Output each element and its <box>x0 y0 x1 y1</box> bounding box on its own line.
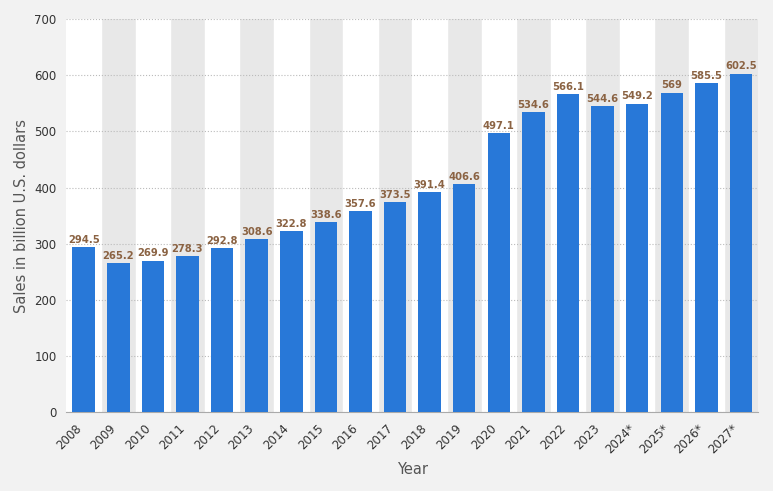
Text: 265.2: 265.2 <box>103 251 135 261</box>
Bar <box>689 19 724 412</box>
Text: 357.6: 357.6 <box>345 199 376 209</box>
Bar <box>349 211 372 412</box>
Bar <box>591 106 614 412</box>
Text: 292.8: 292.8 <box>206 236 238 246</box>
Bar <box>176 256 199 412</box>
Text: 338.6: 338.6 <box>310 210 342 220</box>
Text: 602.5: 602.5 <box>725 61 757 72</box>
Bar <box>620 19 655 412</box>
Text: 569: 569 <box>662 80 683 90</box>
Bar <box>73 247 95 412</box>
Bar <box>246 239 268 412</box>
Text: 549.2: 549.2 <box>621 91 653 102</box>
Bar <box>211 248 233 412</box>
Bar <box>280 231 302 412</box>
Bar <box>412 19 447 412</box>
Bar <box>205 19 240 412</box>
Bar <box>482 19 516 412</box>
Text: 278.3: 278.3 <box>172 244 203 254</box>
Bar <box>453 184 475 412</box>
Bar <box>66 19 101 412</box>
Bar <box>107 263 130 412</box>
Y-axis label: Sales in billion U.S. dollars: Sales in billion U.S. dollars <box>14 119 29 313</box>
Text: 585.5: 585.5 <box>690 71 722 81</box>
Text: 373.5: 373.5 <box>380 190 410 200</box>
Text: 566.1: 566.1 <box>552 82 584 92</box>
Bar <box>315 222 337 412</box>
Text: 294.5: 294.5 <box>68 235 100 245</box>
Text: 497.1: 497.1 <box>483 121 515 131</box>
Bar <box>274 19 308 412</box>
Bar <box>661 92 683 412</box>
Bar <box>557 94 579 412</box>
Bar <box>384 202 407 412</box>
Text: 406.6: 406.6 <box>448 171 480 182</box>
Bar <box>488 133 510 412</box>
Text: 544.6: 544.6 <box>587 94 618 104</box>
Bar <box>418 192 441 412</box>
Bar <box>626 104 649 412</box>
Bar <box>695 83 717 412</box>
Text: 534.6: 534.6 <box>517 100 550 109</box>
Text: 322.8: 322.8 <box>275 218 307 229</box>
Text: 391.4: 391.4 <box>414 180 445 190</box>
Bar <box>343 19 378 412</box>
Bar <box>550 19 585 412</box>
Bar <box>135 19 170 412</box>
Bar <box>730 74 752 412</box>
Text: 308.6: 308.6 <box>241 227 273 237</box>
Bar <box>523 112 545 412</box>
Text: 269.9: 269.9 <box>137 248 169 258</box>
X-axis label: Year: Year <box>397 462 427 477</box>
Bar <box>141 261 164 412</box>
